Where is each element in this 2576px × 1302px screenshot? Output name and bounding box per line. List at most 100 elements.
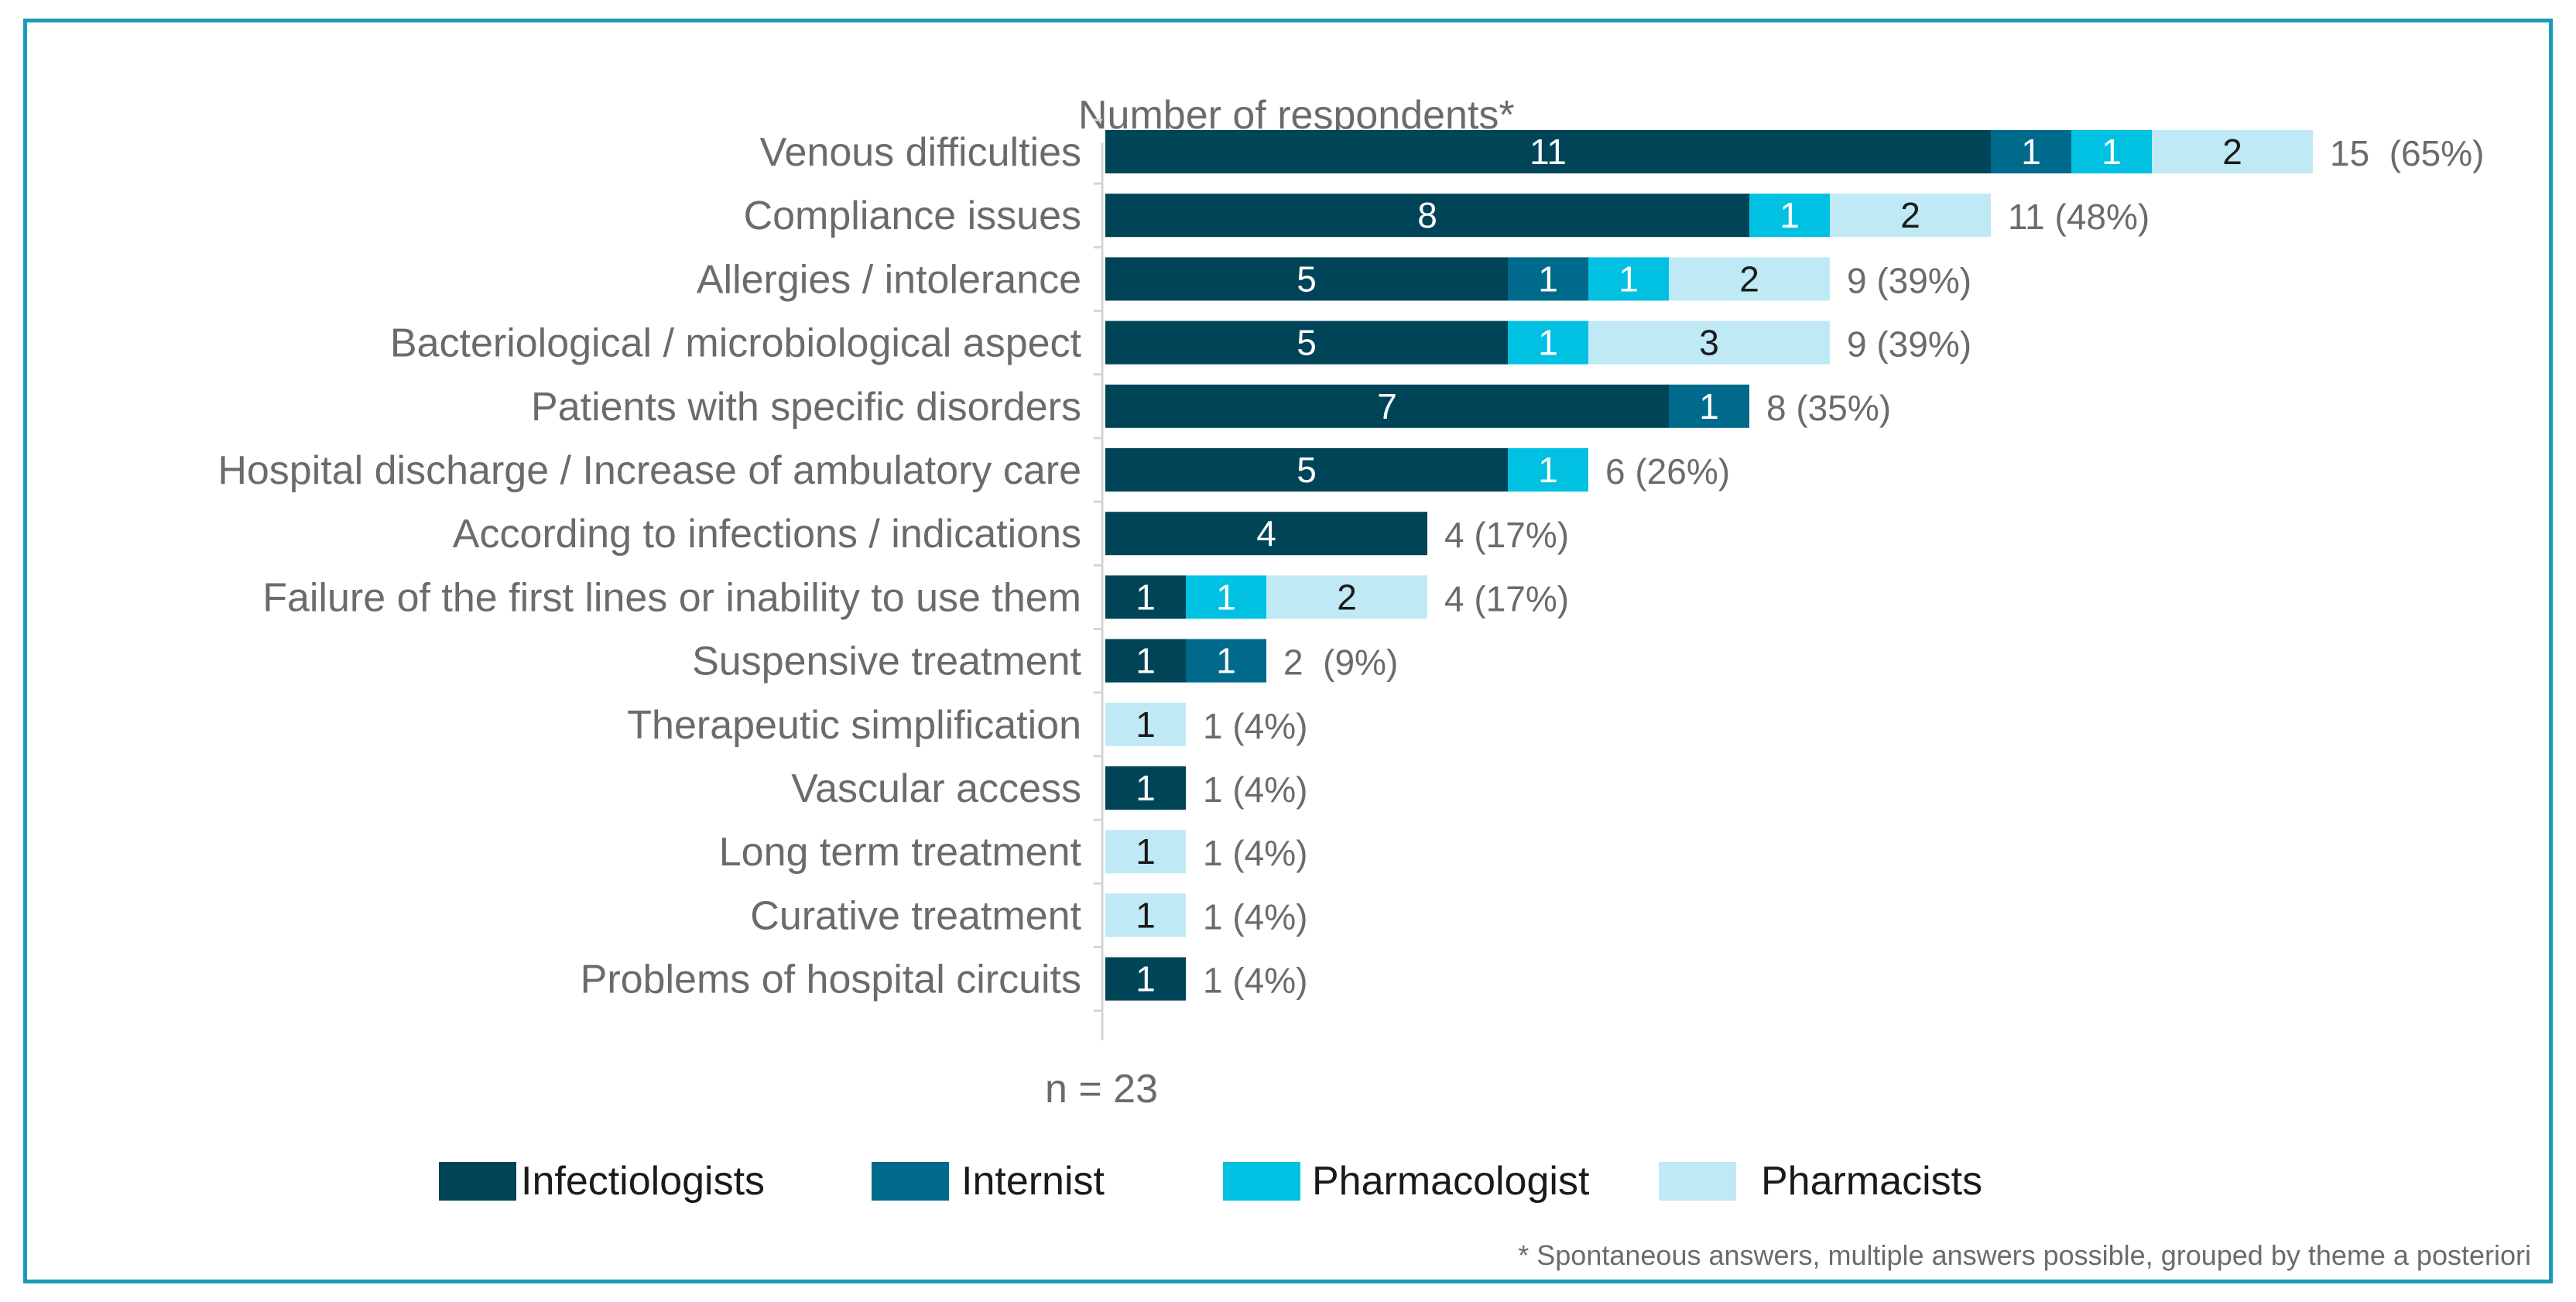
legend-label-internist: Internist	[961, 1159, 1105, 1204]
category-label: Vascular access	[791, 766, 1081, 811]
segment-value-label: 1	[1136, 831, 1156, 872]
chart-frame: Number of respondents* Venous difficulti…	[23, 19, 2553, 1283]
legend-swatch-infectiologists	[439, 1162, 516, 1201]
segment-value-label: 1	[1538, 259, 1558, 299]
bar-segment-infectiologists	[1105, 957, 1186, 1001]
bar-segment-pharmacologist	[1749, 194, 1830, 238]
bar-segment-infectiologists	[1105, 257, 1508, 301]
segment-value-label: 2	[1739, 259, 1759, 299]
total-label: 1 (4%)	[1203, 833, 1307, 873]
bar-segments	[1105, 130, 2313, 1001]
category-label: Problems of hospital circuits	[581, 958, 1081, 1002]
category-label: Suspensive treatment	[692, 639, 1081, 684]
segment-value-label: 1	[1699, 386, 1719, 427]
category-label: Failure of the first lines or inability …	[262, 575, 1081, 620]
segment-value-label: 1	[1136, 895, 1156, 935]
bar-segment-infectiologists	[1105, 320, 1508, 365]
segment-value-label: 2	[1900, 195, 1920, 235]
category-label: Long term treatment	[719, 830, 1082, 875]
bar-segment-infectiologists	[1105, 130, 1991, 173]
bar-segment-pharmacists	[1105, 830, 1186, 874]
bar-segment-pharmacologist	[1508, 448, 1588, 492]
bar-segment-pharmacologist	[1186, 575, 1266, 619]
total-label: 4 (17%)	[1444, 578, 1569, 618]
bar-segment-pharmacologist	[1588, 257, 1669, 301]
segment-value-label: 7	[1377, 386, 1397, 427]
segment-value-label: 3	[1699, 323, 1719, 363]
segment-value-label: 1	[2021, 132, 2041, 172]
bar-segment-pharmacists	[1105, 893, 1186, 937]
y-axis-ticks	[1094, 118, 1102, 1012]
segment-value-label: 11	[1530, 132, 1567, 172]
stacked-bar-chart: Number of respondents* Venous difficulti…	[218, 93, 2531, 1271]
bar-segment-infectiologists	[1105, 512, 1427, 556]
legend-swatch-pharmacists	[1659, 1162, 1736, 1201]
segment-value-label: 1	[1136, 959, 1156, 999]
segment-value-label: 1	[1538, 450, 1558, 490]
total-label: 15 (65%)	[2330, 133, 2484, 173]
total-label: 9 (39%)	[1847, 260, 1971, 300]
bar-segment-internist	[1669, 384, 1749, 428]
legend-swatch-pharmacologist	[1223, 1162, 1300, 1201]
bar-segment-pharmacists	[1669, 257, 1830, 301]
bar-segment-infectiologists	[1105, 639, 1186, 683]
segment-value-label: 1	[2102, 132, 2122, 172]
total-label: 8 (35%)	[1766, 388, 1891, 428]
sample-size-label: n = 23	[1045, 1067, 1158, 1112]
category-label: Curative treatment	[750, 893, 1081, 938]
total-label: 11 (48%)	[2008, 197, 2150, 237]
total-label: 9 (39%)	[1847, 324, 1971, 365]
bar-segment-pharmacists	[1266, 575, 1427, 619]
total-labels: 15 (65%) 11 (48%) 9 (39%) 9 (39%) 8 (35%) 6 (…	[1203, 133, 2484, 1001]
segment-value-label: 2	[1337, 577, 1357, 617]
segment-value-label: 1	[1538, 323, 1558, 363]
segment-value-label: 1	[1136, 704, 1156, 745]
bar-segment-infectiologists	[1105, 766, 1186, 810]
bar-segment-internist	[1508, 257, 1588, 301]
category-label: Bacteriological / microbiological aspect	[390, 321, 1082, 366]
total-label: 2 (9%)	[1283, 642, 1398, 683]
total-label: 1 (4%)	[1203, 896, 1307, 937]
bar-segment-internist	[1991, 130, 2071, 173]
bar-segment-pharmacists	[1830, 194, 1991, 238]
segment-value-label: 1	[1136, 641, 1156, 681]
segment-value-label: 4	[1256, 513, 1276, 553]
total-label: 1 (4%)	[1203, 961, 1307, 1001]
total-label: 1 (4%)	[1203, 769, 1307, 810]
category-label: Compliance issues	[744, 194, 1081, 238]
category-label: Patients with specific disorders	[531, 385, 1081, 430]
legend: Infectiologists Internist Pharmacologist Ph…	[439, 1159, 1982, 1204]
bar-segment-pharmacologist	[1508, 320, 1588, 365]
total-label: 4 (17%)	[1444, 515, 1569, 555]
bar-segment-pharmacists	[1588, 320, 1830, 365]
segment-value-label: 1	[1619, 259, 1639, 299]
category-label: Allergies / intolerance	[697, 257, 1081, 302]
total-label: 1 (4%)	[1203, 706, 1307, 746]
bar-segment-pharmacologist	[2071, 130, 2152, 173]
category-labels: Venous difficulties Compliance issues Alle…	[218, 130, 1081, 1002]
bar-segment-pharmacists	[1105, 702, 1186, 746]
category-label: According to infections / indications	[453, 512, 1081, 557]
segment-value-label: 2	[2222, 132, 2242, 172]
segment-value-label: 1	[1136, 577, 1156, 617]
category-label: Therapeutic simplification	[627, 703, 1081, 748]
segment-value-label: 1	[1780, 195, 1800, 235]
legend-label-pharmacologist: Pharmacologist	[1312, 1159, 1590, 1204]
legend-label-infectiologists: Infectiologists	[521, 1159, 765, 1204]
segment-value-label: 8	[1417, 195, 1437, 235]
segment-value-label: 1	[1136, 768, 1156, 808]
bar-segment-infectiologists	[1105, 575, 1186, 619]
bar-segment-pharmacists	[2152, 130, 2313, 173]
legend-swatch-internist	[872, 1162, 949, 1201]
category-label: Hospital discharge / Increase of ambulat…	[218, 448, 1081, 493]
segment-value-label: 1	[1216, 577, 1236, 617]
segment-value-label: 5	[1297, 450, 1317, 490]
bar-segment-infectiologists	[1105, 448, 1508, 492]
segment-value-label: 5	[1297, 323, 1317, 363]
segment-value-label: 5	[1297, 259, 1317, 299]
footnote: * Spontaneous answers, multiple answers …	[1518, 1239, 2531, 1271]
bar-segment-infectiologists	[1105, 194, 1749, 238]
total-label: 6 (26%)	[1605, 451, 1730, 492]
bar-segment-infectiologists	[1105, 384, 1669, 428]
